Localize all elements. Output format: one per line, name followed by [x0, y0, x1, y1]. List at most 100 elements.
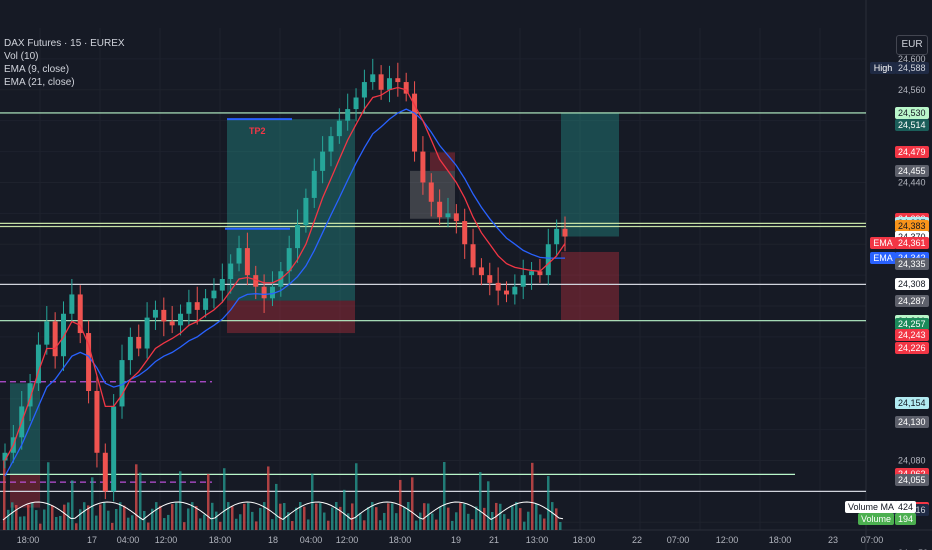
price-tag[interactable]: 24,335 — [895, 258, 929, 270]
price-tick-label[interactable]: 24,...50 — [898, 548, 928, 550]
price-tag[interactable]: 24,383 — [895, 220, 929, 232]
position-zone — [10, 383, 40, 475]
time-tick-label[interactable]: 04:00 — [117, 535, 140, 545]
price-tag[interactable]: 24,243 — [895, 329, 929, 341]
time-tick-label[interactable]: 18:00 — [209, 535, 232, 545]
volume-bar — [463, 503, 466, 530]
candle-body — [236, 248, 242, 264]
price-tag[interactable]: 24,257 — [895, 318, 929, 330]
indicator-volume[interactable]: Vol (10) — [4, 51, 39, 62]
volume-bar — [239, 514, 242, 530]
time-tick-label[interactable]: 13:00 — [526, 535, 549, 545]
time-axis[interactable]: 18:00 17 04:00 12:00 18:00 18 04:00 12:00 18:00 1… — [17, 535, 884, 545]
volume-bar — [107, 510, 110, 530]
price-tag[interactable]: 24,530 — [895, 107, 929, 119]
tp2-label: TP2 — [249, 126, 266, 136]
time-tick-label[interactable]: 17 — [87, 535, 97, 545]
volume-bar — [351, 503, 354, 530]
price-tag[interactable]: 24,588 — [895, 62, 929, 74]
candle-body — [428, 182, 434, 202]
ema-9-line — [4, 86, 566, 461]
volume-bar — [127, 517, 130, 530]
price-tick-label[interactable]: 24,080 — [898, 455, 926, 465]
time-tick-label[interactable]: 12:00 — [336, 535, 359, 545]
indicator-ema-21[interactable]: EMA (21, close) — [4, 77, 75, 88]
price-tick-label[interactable]: 24,440 — [898, 177, 926, 187]
time-tick-label[interactable]: 21 — [489, 535, 499, 545]
price-tag[interactable]: 24,287 — [895, 295, 929, 307]
volume-bar — [19, 516, 22, 530]
position-zone — [227, 300, 355, 334]
volume-tag-value[interactable]: 194 — [895, 513, 917, 525]
volume-bar — [23, 516, 26, 530]
time-tick-label[interactable]: 07:00 — [667, 535, 690, 545]
volume-bar — [427, 503, 430, 530]
time-tick-label[interactable]: 18:00 — [17, 535, 40, 545]
time-tick-label[interactable]: 22 — [632, 535, 642, 545]
candle-body — [69, 294, 75, 314]
time-tick-label[interactable]: 12:00 — [155, 535, 178, 545]
symbol-title[interactable]: DAX Futures · 15 · EUREX — [4, 38, 125, 49]
indicator-ema-9[interactable]: EMA (9, close) — [4, 64, 70, 75]
price-axis[interactable]: 24,600 24,560 24,440 24,080 24,...50 — [898, 54, 928, 550]
candle-body — [77, 294, 83, 334]
volume-bar — [87, 505, 90, 530]
volume-bar — [207, 473, 210, 530]
candle-body — [127, 336, 133, 361]
volume-bar — [475, 506, 478, 530]
time-tick-label[interactable]: 04:00 — [300, 535, 323, 545]
volume-bar — [115, 508, 118, 530]
volume-bar — [211, 502, 214, 530]
volume-bar — [327, 520, 330, 530]
price-tag-prefix: EMA — [870, 252, 896, 264]
time-tick-label[interactable]: 18:00 — [573, 535, 596, 545]
time-tick-label[interactable]: 07:00 — [861, 535, 884, 545]
volume-bar — [179, 471, 182, 530]
time-tick-label[interactable]: 18 — [268, 535, 278, 545]
time-tick-label[interactable]: 23 — [828, 535, 838, 545]
volume-bar — [99, 504, 102, 530]
price-tag[interactable]: 24,361 — [895, 237, 929, 249]
candle-body — [537, 271, 543, 276]
price-tag[interactable]: 24,455 — [895, 165, 929, 177]
volume-tag-value[interactable]: 424 — [895, 501, 917, 513]
volume-bar — [47, 462, 50, 530]
position-zones — [0, 112, 619, 508]
volume-bar — [479, 472, 482, 530]
candle-body — [35, 344, 41, 384]
price-tag[interactable]: 24,479 — [895, 146, 929, 158]
volume-bar — [187, 508, 190, 530]
candle-body — [178, 313, 184, 326]
price-tag[interactable]: 24,055 — [895, 474, 929, 486]
volume-bar — [95, 515, 98, 530]
price-tick-label[interactable]: 24,560 — [898, 85, 926, 95]
volume-bar — [403, 506, 406, 530]
price-tag[interactable]: 24,226 — [895, 342, 929, 354]
price-tag[interactable]: 24,130 — [895, 416, 929, 428]
time-tick-label[interactable]: 19 — [451, 535, 461, 545]
candle-body — [152, 309, 158, 318]
horizontal-levels[interactable] — [0, 112, 866, 492]
candle-body — [370, 74, 376, 83]
price-tag[interactable]: 24,514 — [895, 119, 929, 131]
candle-body — [478, 267, 484, 276]
price-tag[interactable]: 24,154 — [895, 397, 929, 409]
time-tick-label[interactable]: 12:00 — [716, 535, 739, 545]
price-tick-label[interactable]: 24,600 — [898, 54, 926, 64]
currency-button[interactable]: EUR — [896, 35, 928, 55]
candle-body — [345, 109, 351, 121]
volume-bar — [3, 454, 6, 530]
volume-bar — [547, 476, 550, 530]
volume-bar — [43, 509, 46, 530]
volume-bar — [103, 502, 106, 530]
volume-bar — [455, 512, 458, 530]
volume-bar — [363, 520, 366, 530]
price-tag[interactable]: 24,308 — [895, 278, 929, 290]
candle-body — [503, 290, 509, 295]
time-tick-label[interactable]: 18:00 — [769, 535, 792, 545]
volume-bar — [295, 507, 298, 530]
volume-bar — [415, 520, 418, 530]
time-tick-label[interactable]: 18:00 — [389, 535, 412, 545]
